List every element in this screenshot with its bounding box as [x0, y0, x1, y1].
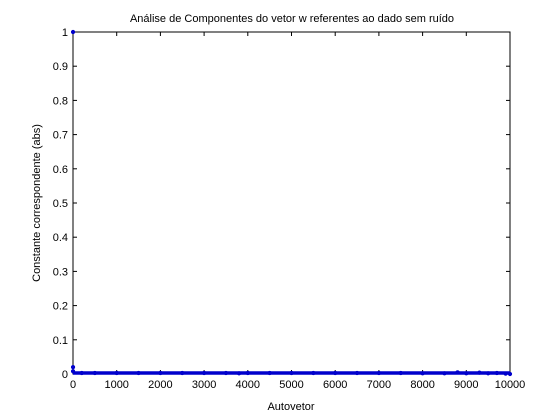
data-point — [114, 370, 119, 376]
data-point — [311, 370, 316, 376]
x-axis-label: Autovetor — [267, 401, 314, 413]
y-axis-tick-labels: 0 0.1 0.2 0.3 0.4 0.5 0.6 0.7 0.8 0.9 1 — [53, 27, 68, 381]
x-tick-label: 5000 — [279, 379, 303, 391]
y-tick-label: 0.5 — [53, 198, 68, 210]
y-tick-label: 1 — [62, 27, 68, 39]
chart-title: Análise de Componentes do vetor w refere… — [130, 13, 454, 25]
data-point — [70, 29, 76, 35]
y-tick-label: 0.8 — [53, 95, 68, 107]
x-axis-tick-labels: 0 1000 2000 3000 4000 5000 6000 7000 8000 9000 100… — [70, 379, 525, 391]
data-point — [503, 371, 508, 376]
x-tick-label: 1000 — [104, 379, 128, 391]
x-tick-label: 2000 — [148, 379, 172, 391]
data-point — [158, 370, 163, 376]
data-point — [92, 370, 97, 376]
x-tick-label: 6000 — [323, 379, 347, 391]
y-tick-label: 0.2 — [53, 301, 68, 313]
data-point — [136, 370, 141, 376]
data-point — [464, 371, 469, 376]
data-point — [236, 371, 242, 376]
data-point — [494, 370, 499, 376]
data-point — [333, 370, 338, 376]
data-point — [486, 371, 491, 376]
data-point — [420, 371, 425, 376]
data-point — [398, 370, 403, 376]
y-tick-label: 0.7 — [53, 130, 68, 142]
x-tick-label: 0 — [70, 379, 76, 391]
data-point — [202, 370, 207, 376]
data-point — [180, 370, 185, 376]
data-point — [442, 371, 447, 376]
y-tick-label: 0.3 — [53, 266, 68, 278]
data-point — [70, 369, 76, 374]
data-points — [70, 29, 513, 377]
x-tick-label: 7000 — [367, 379, 391, 391]
y-tick-label: 0.6 — [53, 164, 68, 176]
y-tick-label: 0.9 — [53, 61, 68, 73]
plot-area — [72, 31, 511, 375]
x-tick-label: 9000 — [454, 379, 478, 391]
data-point — [507, 371, 513, 377]
data-point — [70, 365, 76, 370]
y-tick-label: 0.1 — [53, 335, 68, 347]
data-point — [455, 370, 460, 375]
data-point — [354, 370, 360, 376]
x-tick-label: 10000 — [495, 379, 526, 391]
y-tick-label: 0 — [62, 369, 68, 381]
data-point — [223, 370, 229, 376]
data-point — [289, 370, 294, 376]
x-tick-label: 8000 — [410, 379, 434, 391]
y-tick-label: 0.4 — [53, 232, 68, 244]
y-axis-label: Constante correspondente (abs) — [31, 124, 43, 282]
data-point — [376, 370, 382, 376]
data-point — [245, 370, 250, 376]
data-point — [79, 370, 84, 376]
x-tick-label: 3000 — [192, 379, 216, 391]
data-point — [267, 370, 272, 376]
data-point — [477, 370, 482, 375]
x-tick-label: 4000 — [236, 379, 260, 391]
